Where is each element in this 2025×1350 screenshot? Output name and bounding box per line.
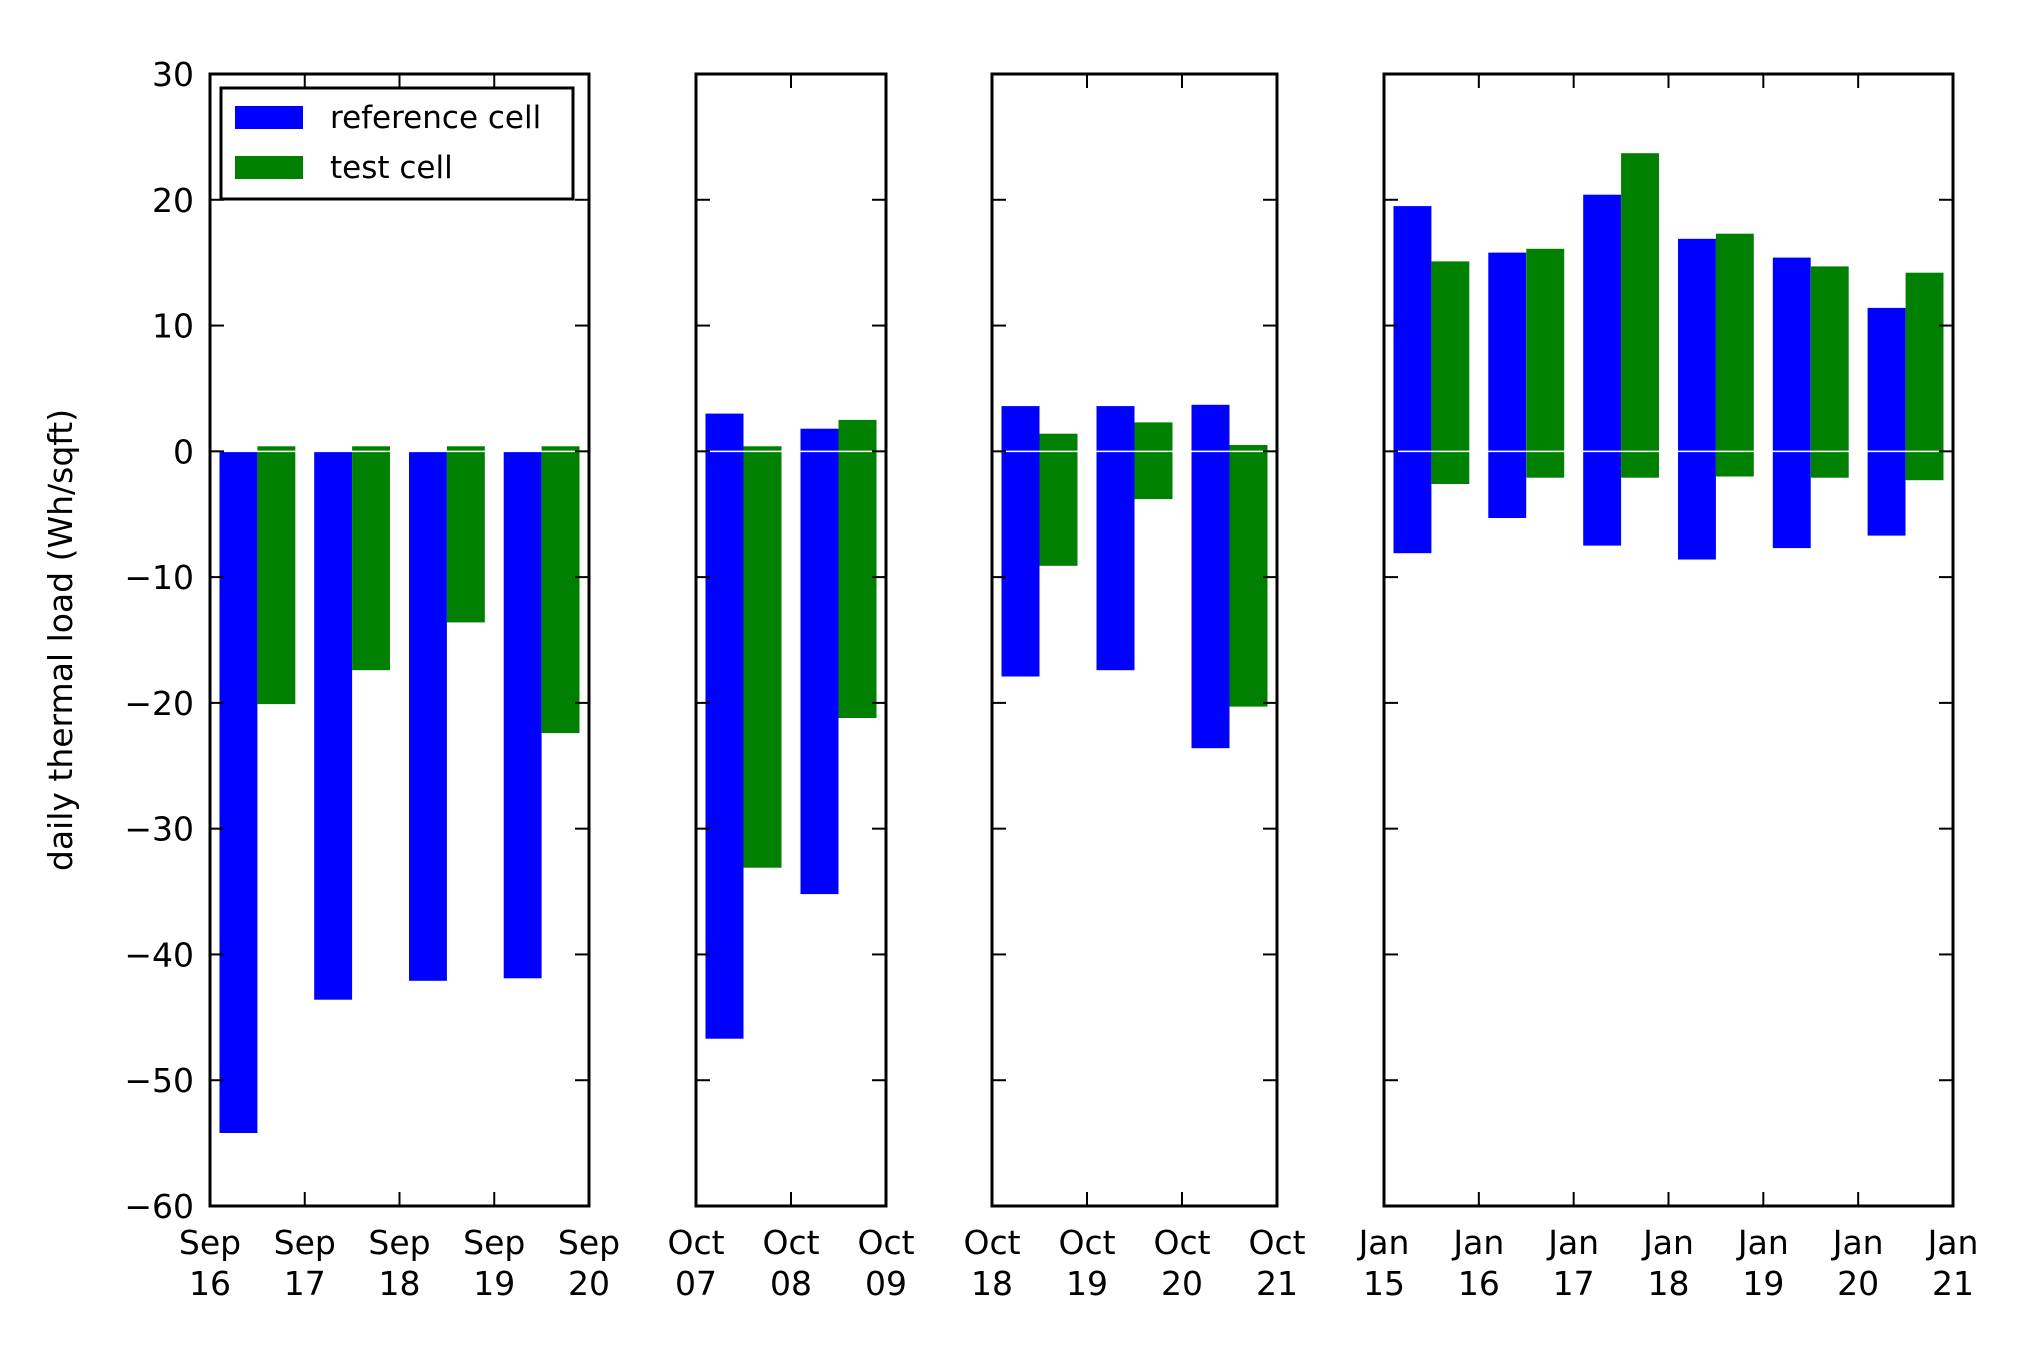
x-tick-label-month: Oct: [1058, 1223, 1115, 1262]
y-tick-label: 20: [152, 181, 194, 220]
x-tick-label-day: 07: [675, 1264, 717, 1303]
x-tick-label-day: 20: [1161, 1264, 1203, 1303]
x-tick-label-month: Jan: [1641, 1223, 1694, 1262]
bar-test-cell-p2-d2: [838, 419, 877, 718]
bar-reference-cell-p3-d3: [1191, 404, 1230, 749]
x-tick-label-day: 08: [770, 1264, 812, 1303]
x-tick-label-day: 19: [473, 1264, 515, 1303]
bar-test-cell-p4-d2: [1526, 248, 1565, 478]
bar-test-cell-p3-d2: [1134, 422, 1173, 500]
x-tick-label-day: 21: [1256, 1264, 1298, 1303]
y-axis-label: daily thermal load (Wh/sqft): [41, 409, 80, 871]
bar-reference-cell-p1-d1: [219, 451, 258, 1133]
bar-test-cell-p4-d6: [1905, 272, 1944, 481]
x-tick-label-day: 18: [379, 1264, 421, 1303]
bar-test-cell-p4-d4: [1715, 233, 1754, 477]
y-tick-label: 10: [152, 307, 194, 346]
x-tick-label-month: Jan: [1831, 1223, 1884, 1262]
x-tick-label-day: 09: [865, 1264, 907, 1303]
y-tick-label: −60: [124, 1187, 194, 1226]
x-tick-label-month: Sep: [179, 1223, 241, 1262]
x-tick-label-month: Jan: [1451, 1223, 1504, 1262]
x-tick-label-month: Oct: [857, 1223, 914, 1262]
bar-reference-cell-p1-d4: [503, 451, 542, 979]
bar-reference-cell-p4-d2: [1488, 252, 1527, 518]
bar-test-cell-p2-d1: [743, 446, 782, 868]
legend-swatch-reference-cell: [235, 106, 303, 129]
x-tick-label-month: Jan: [1546, 1223, 1599, 1262]
legend: reference cell test cell: [219, 86, 575, 201]
bar-test-cell-p1-d1: [257, 446, 296, 705]
panel-frame: [694, 72, 888, 1208]
bar-reference-cell-p4-d5: [1772, 257, 1811, 549]
x-tick-label-month: Sep: [558, 1223, 620, 1262]
x-tick-label-day: 18: [971, 1264, 1013, 1303]
y-tick-label: −50: [124, 1061, 194, 1100]
x-tick-label-day: 16: [189, 1264, 231, 1303]
y-tick-label: −40: [124, 935, 194, 974]
x-tick-label-day: 18: [1648, 1264, 1690, 1303]
x-tick-label-day: 19: [1742, 1264, 1784, 1303]
x-tick-label-month: Oct: [762, 1223, 819, 1262]
legend-label-test-cell: test cell: [330, 150, 453, 186]
bar-reference-cell-p1-d3: [409, 451, 447, 981]
panel-frame: [990, 72, 1279, 1208]
y-tick-label: 0: [173, 432, 194, 471]
bar-test-cell-p4-d1: [1431, 261, 1470, 484]
bar-reference-cell-p3-d2: [1096, 406, 1135, 671]
panel-frame: [1382, 72, 1955, 1208]
x-tick-label-month: Oct: [1248, 1223, 1305, 1262]
bar-test-cell-p4-d3: [1621, 153, 1659, 478]
x-tick-label-month: Sep: [274, 1223, 336, 1262]
x-tick-label-day: 17: [1553, 1264, 1595, 1303]
bar-reference-cell-p3-d1: [1001, 406, 1040, 677]
x-tick-label-month: Oct: [963, 1223, 1020, 1262]
x-tick-label-day: 19: [1066, 1264, 1108, 1303]
legend-label-reference-cell: reference cell: [330, 100, 541, 136]
bar-test-cell-p1-d3: [446, 446, 485, 623]
panel-frame: [208, 72, 591, 1208]
bar-reference-cell-p4-d3: [1583, 194, 1622, 546]
bar-reference-cell-p4-d4: [1678, 238, 1716, 560]
y-tick-label: 30: [152, 55, 194, 94]
x-tick-label-day: 21: [1932, 1264, 1974, 1303]
bar-reference-cell-p1-d2: [314, 451, 353, 1000]
x-tick-label-day: 17: [284, 1264, 326, 1303]
x-tick-label-day: 15: [1363, 1264, 1405, 1303]
panels: Sep16Sep17Sep18Sep19Sep203020100−10−20−3…: [124, 55, 1978, 1303]
bar-test-cell-p3-d1: [1039, 433, 1078, 566]
bar-test-cell-p1-d2: [352, 446, 390, 671]
panel-1: Sep16Sep17Sep18Sep19Sep203020100−10−20−3…: [124, 55, 620, 1303]
bar-test-cell-p3-d3: [1229, 445, 1268, 707]
x-tick-label-day: 16: [1458, 1264, 1500, 1303]
x-tick-label-month: Oct: [1153, 1223, 1210, 1262]
bar-reference-cell-p4-d6: [1867, 307, 1906, 536]
x-tick-label-month: Oct: [667, 1223, 724, 1262]
bar-reference-cell-p2-d1: [705, 413, 744, 1039]
x-tick-label-month: Jan: [1926, 1223, 1979, 1262]
y-tick-label: −30: [124, 810, 194, 849]
x-tick-label-month: Jan: [1736, 1223, 1789, 1262]
legend-swatch-test-cell: [235, 156, 303, 179]
x-tick-label-month: Sep: [368, 1223, 430, 1262]
y-tick-label: −10: [124, 558, 194, 597]
y-tick-label: −20: [124, 684, 194, 723]
bar-reference-cell-p2-d2: [800, 428, 839, 895]
x-tick-label-month: Jan: [1357, 1223, 1410, 1262]
x-tick-label-day: 20: [568, 1264, 610, 1303]
bar-test-cell-p1-d4: [541, 446, 580, 734]
bar-test-cell-p4-d5: [1810, 266, 1849, 478]
bar-reference-cell-p4-d1: [1393, 206, 1432, 554]
x-tick-label-month: Sep: [463, 1223, 525, 1262]
x-tick-label-day: 20: [1837, 1264, 1879, 1303]
